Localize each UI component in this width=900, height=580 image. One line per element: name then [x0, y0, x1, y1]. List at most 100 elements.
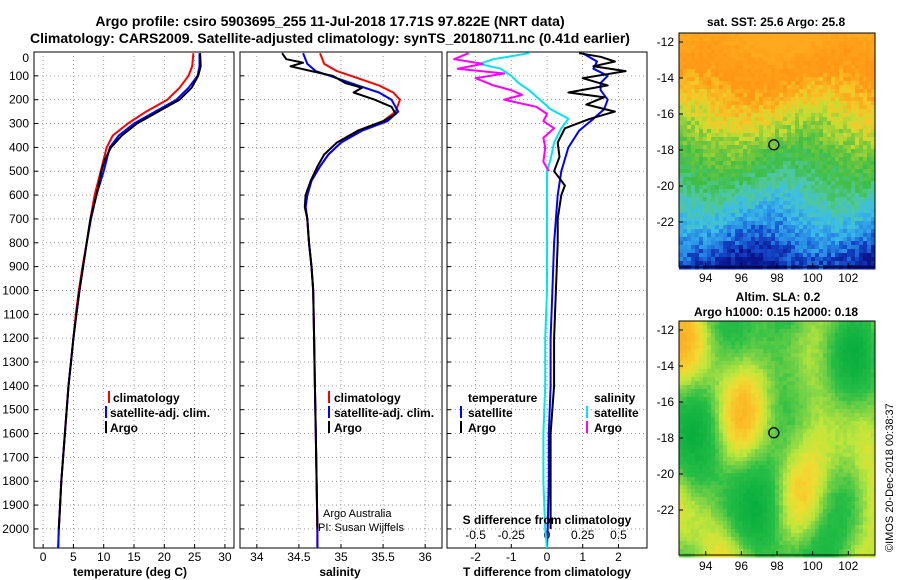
- map-cell: [867, 333, 872, 338]
- map-cell: [719, 237, 724, 242]
- map-cell: [711, 101, 716, 106]
- map-cell: [851, 465, 856, 470]
- map-cell: [831, 425, 836, 430]
- map-cell: [811, 41, 816, 46]
- map-cell: [755, 325, 760, 330]
- map-cell: [715, 177, 720, 182]
- map-cell: [747, 409, 752, 414]
- map-cell: [823, 449, 828, 454]
- map-cell: [683, 73, 688, 78]
- map-cell: [715, 329, 720, 334]
- map-cell: [835, 445, 840, 450]
- map-cell: [855, 177, 860, 182]
- map-cell: [771, 365, 776, 370]
- map-cell: [759, 157, 764, 162]
- map-cell: [691, 61, 696, 66]
- map-cell: [851, 449, 856, 454]
- map-cell: [683, 389, 688, 394]
- map-cell: [823, 381, 828, 386]
- map-cell: [719, 225, 724, 230]
- map-cell: [731, 393, 736, 398]
- map-cell: [851, 253, 856, 258]
- map-cell: [743, 249, 748, 254]
- map-cell: [863, 449, 868, 454]
- map-cell: [763, 233, 768, 238]
- map-cell: [871, 69, 876, 74]
- map-cell: [699, 97, 704, 102]
- map-cell: [695, 161, 700, 166]
- map-cell: [763, 345, 768, 350]
- map-cell: [707, 377, 712, 382]
- map-cell: [767, 365, 772, 370]
- map-cell: [711, 149, 716, 154]
- map-cell: [815, 405, 820, 410]
- depth-tick-label: 1300: [2, 355, 29, 369]
- map-cell: [727, 329, 732, 334]
- map-cell: [739, 141, 744, 146]
- map-cell: [759, 233, 764, 238]
- map-cell: [807, 237, 812, 242]
- map-cell: [787, 45, 792, 50]
- map-cell: [815, 253, 820, 258]
- map-cell: [767, 177, 772, 182]
- map-cell: [831, 133, 836, 138]
- map-cell: [815, 177, 820, 182]
- map-cell: [767, 249, 772, 254]
- map-cell: [695, 141, 700, 146]
- map-cell: [787, 257, 792, 262]
- map-cell: [707, 425, 712, 430]
- map-cell: [819, 53, 824, 58]
- map-cell: [695, 213, 700, 218]
- map-cell: [747, 397, 752, 402]
- map-cell: [679, 93, 684, 98]
- map-cell: [835, 229, 840, 234]
- map-cell: [691, 221, 696, 226]
- map-cell: [763, 117, 768, 122]
- map-cell: [687, 197, 692, 202]
- map-cell: [747, 125, 752, 130]
- map-cell: [855, 365, 860, 370]
- map-cell: [823, 401, 828, 406]
- map-cell: [679, 249, 684, 254]
- map-cell: [823, 185, 828, 190]
- map-cell: [711, 97, 716, 102]
- map-cell: [855, 341, 860, 346]
- map-cell: [719, 409, 724, 414]
- map-cell: [771, 69, 776, 74]
- map-cell: [695, 389, 700, 394]
- map-cell: [715, 373, 720, 378]
- map-cell: [839, 245, 844, 250]
- map-cell: [715, 465, 720, 470]
- map-cell: [687, 137, 692, 142]
- map-cell: [771, 209, 776, 214]
- map-cell: [847, 113, 852, 118]
- map-cell: [851, 137, 856, 142]
- map-cell: [755, 365, 760, 370]
- map-cell: [679, 233, 684, 238]
- map-cell: [815, 109, 820, 114]
- map-cell: [739, 105, 744, 110]
- map-cell: [851, 233, 856, 238]
- map-cell: [871, 357, 876, 362]
- map-cell: [815, 369, 820, 374]
- map-cell: [839, 325, 844, 330]
- map-cell: [751, 213, 756, 218]
- map-cell: [691, 469, 696, 474]
- map-cell: [871, 173, 876, 178]
- map-cell: [823, 89, 828, 94]
- map-cell: [711, 105, 716, 110]
- map-cell: [735, 449, 740, 454]
- map-cell: [723, 241, 728, 246]
- legend-argo-label: Argo: [110, 421, 138, 435]
- map-cell: [811, 209, 816, 214]
- map-cell: [803, 461, 808, 466]
- depth-tick-label: 1400: [2, 379, 29, 393]
- map-cell: [811, 405, 816, 410]
- map-cell: [867, 117, 872, 122]
- map-cell: [811, 337, 816, 342]
- map-cell: [823, 417, 828, 422]
- map-cell: [747, 369, 752, 374]
- map-cell: [775, 37, 780, 42]
- map-cell: [755, 141, 760, 146]
- map-cell: [867, 37, 872, 42]
